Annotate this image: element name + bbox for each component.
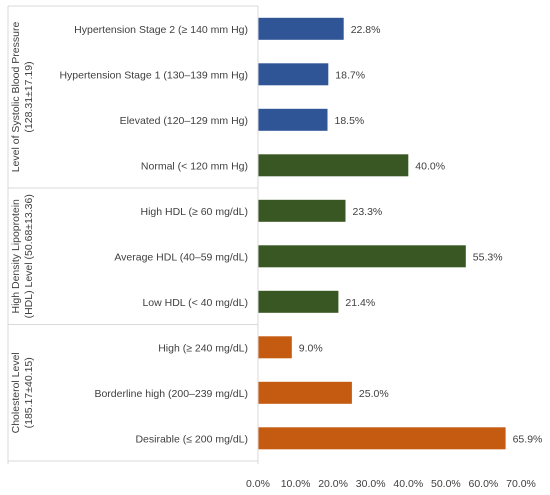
data-label-1-2: 21.4%: [345, 297, 375, 309]
category-label-0-1: Hypertension Stage 1 (130–139 mm Hg): [59, 69, 248, 81]
category-label-0-3: Normal (< 120 mm Hg): [141, 160, 248, 172]
x-tick-label-5: 50.0%: [431, 478, 461, 490]
data-label-0-3: 40.0%: [415, 160, 445, 172]
data-label-1-0: 23.3%: [353, 206, 383, 218]
category-label-2-2: Desirable (≤ 200 mg/dL): [135, 433, 248, 445]
group-label-line1-1: High Density Lipoprotein: [10, 199, 22, 314]
bar-1-0: [258, 199, 346, 222]
bar-0-3: [258, 154, 409, 177]
group-label-line1-2: Cholesterol Level: [10, 352, 22, 433]
group-label-2: Cholesterol Level(185.17±40.15): [10, 352, 35, 433]
group-label-1: High Density Lipoprotein(HDL) Level (50.…: [10, 194, 35, 318]
data-label-0-0: 22.8%: [351, 24, 381, 36]
bar-0-2: [258, 108, 328, 131]
x-tick-label-1: 10.0%: [281, 478, 311, 490]
x-tick-label-0: 0.0%: [246, 478, 270, 490]
data-label-2-1: 25.0%: [359, 388, 389, 400]
data-label-2-2: 65.9%: [513, 433, 543, 445]
group-label-line2-2: (185.17±40.15): [23, 357, 35, 428]
category-label-2-1: Borderline high (200–239 mg/dL): [94, 388, 248, 400]
category-label-2-0: High (≥ 240 mg/dL): [158, 342, 248, 354]
x-tick-label-2: 20.0%: [318, 478, 348, 490]
bar-2-0: [258, 336, 292, 359]
category-label-0-0: Hypertension Stage 2 (≥ 140 mm Hg): [74, 24, 248, 36]
group-label-0: Level of Systolic Blood Pressure(128.31±…: [10, 22, 35, 173]
bar-1-2: [258, 290, 339, 313]
category-label-0-2: Elevated (120–129 mm Hg): [120, 115, 248, 127]
bar-2-2: [258, 427, 506, 450]
category-label-1-2: Low HDL (< 40 mg/dL): [142, 297, 248, 309]
data-label-0-1: 18.7%: [335, 69, 365, 81]
group-label-line1-0: Level of Systolic Blood Pressure: [10, 22, 22, 173]
x-tick-label-4: 40.0%: [393, 478, 423, 490]
group-label-line2-0: (128.31±17.19): [23, 61, 35, 132]
bar-0-1: [258, 63, 329, 86]
x-tick-label-3: 30.0%: [356, 478, 386, 490]
group-label-line2-1: (HDL) Level (50.68±13.36): [23, 194, 35, 318]
x-tick-label-6: 60.0%: [469, 478, 499, 490]
data-label-0-2: 18.5%: [335, 115, 365, 127]
category-label-1-1: Average HDL (40–59 mg/dL): [114, 251, 248, 263]
data-label-2-0: 9.0%: [299, 342, 323, 354]
bar-0-0: [258, 17, 344, 40]
data-label-1-1: 55.3%: [473, 251, 503, 263]
category-label-1-0: High HDL (≥ 60 mg/dL): [141, 206, 249, 218]
bar-1-1: [258, 245, 466, 268]
bar-2-1: [258, 381, 352, 404]
x-tick-label-7: 70.0%: [506, 478, 536, 490]
